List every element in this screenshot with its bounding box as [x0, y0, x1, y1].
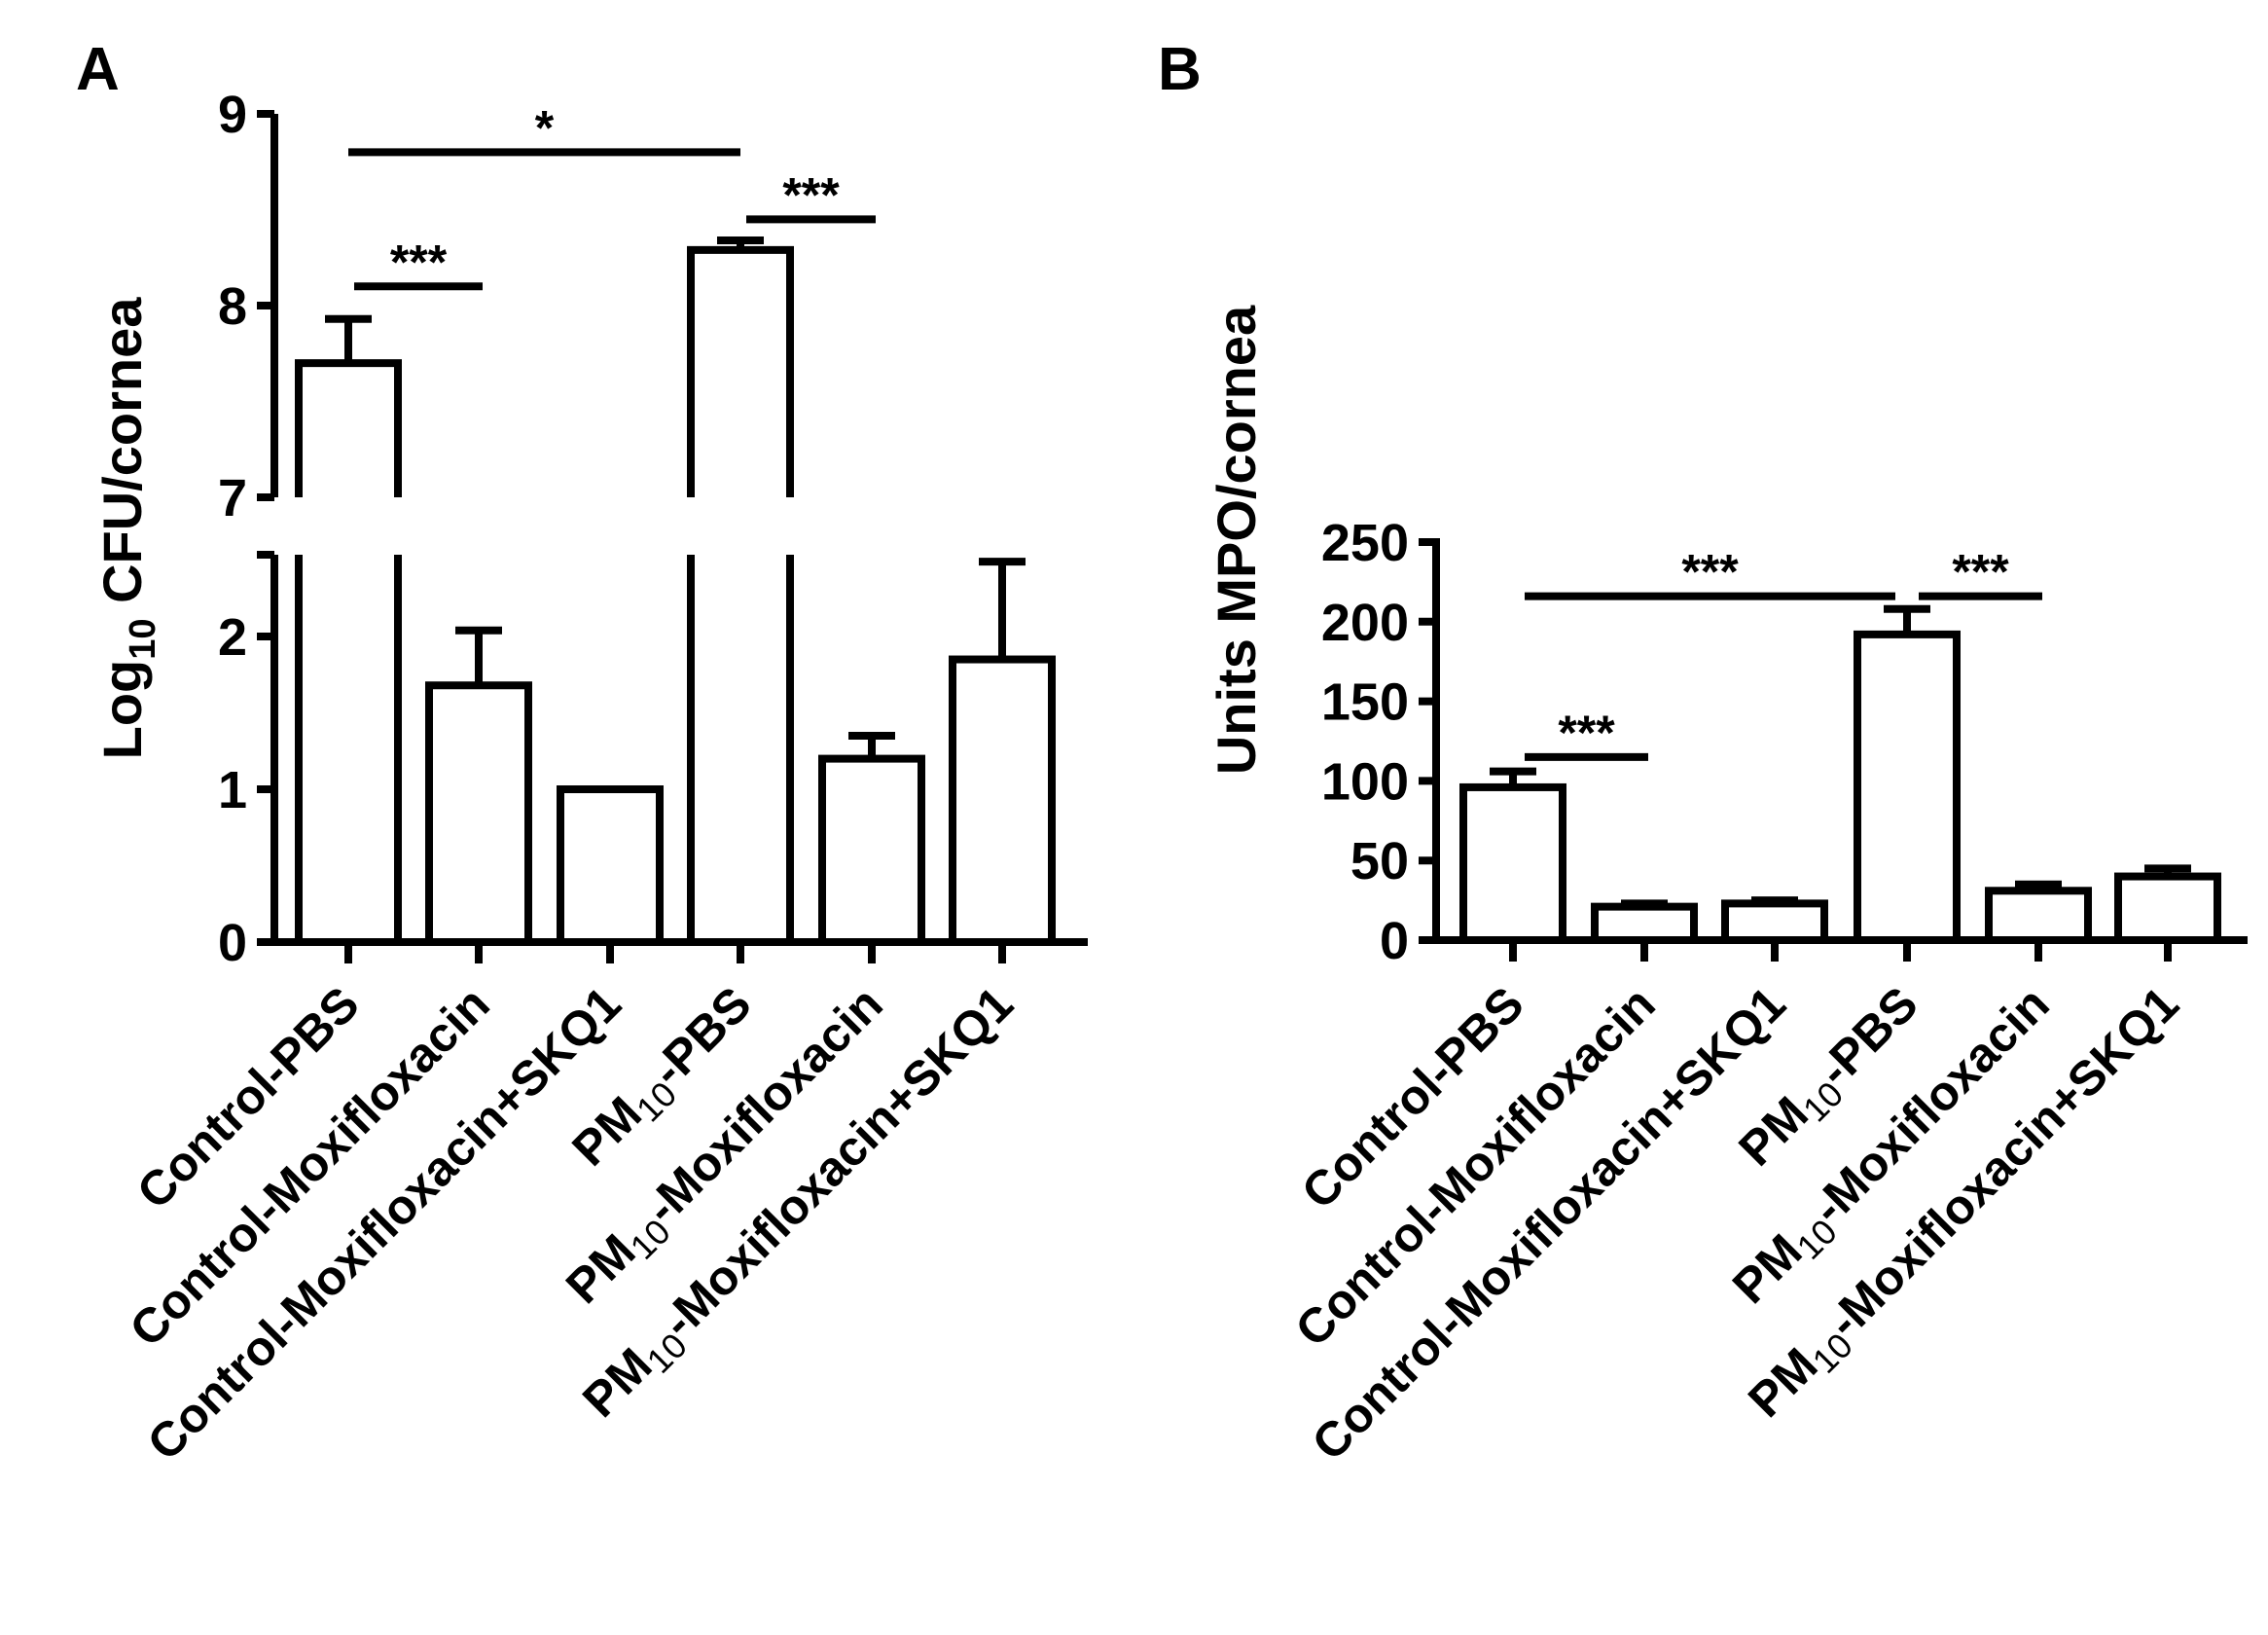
significance-label-2: *** [782, 167, 840, 222]
y-tick-label-upper-0: 7 [218, 469, 247, 527]
bar-3 [1854, 630, 1961, 944]
bar-4 [1985, 887, 2092, 944]
panel-b-label: B [1158, 36, 1202, 103]
panel-a-label: A [76, 36, 120, 103]
bar-4 [818, 754, 925, 946]
chart-a: 0 1 2 7 8 9 Log10 CFU/cornea Control-PBSControl… [91, 86, 1088, 1471]
bar-5 [2114, 872, 2221, 944]
x-tick-label-0: Control-PBS [1291, 976, 1534, 1219]
x-tick-label-0: Control-PBS [126, 976, 370, 1219]
significance-label-0: *** [390, 235, 448, 289]
x-tick-label-2: Control-Moxifloxacin+SKQ1 [137, 976, 631, 1471]
chart-b: 0 50 100 150 200 250 Units MPO/cornea Control-P… [1206, 305, 2248, 1471]
y-tick-label-upper-2: 9 [218, 86, 247, 144]
bar-0 [1459, 782, 1566, 944]
bar-3 [687, 555, 794, 942]
bar-1 [425, 681, 532, 946]
bar-2 [1721, 899, 1828, 945]
y-axis-title: Units MPO/cornea [1206, 305, 1267, 775]
bar-0 [295, 555, 402, 942]
significance-label-1: *** [1681, 545, 1739, 600]
y-tick-label-lower-2: 2 [218, 608, 247, 667]
bar-1 [1591, 902, 1698, 944]
y-tick-label-1: 50 [1350, 832, 1409, 890]
y-tick-label-4: 200 [1321, 594, 1409, 652]
y-tick-label-3: 150 [1321, 673, 1409, 732]
y-tick-label-5: 250 [1321, 514, 1409, 572]
bar-upper-3 [687, 245, 794, 497]
y-tick-label-0: 0 [1380, 912, 1409, 970]
bar-upper-0 [295, 359, 402, 497]
significance-label-0: *** [1558, 706, 1615, 760]
significance-label-2: *** [1952, 545, 2009, 600]
bar-2 [557, 785, 664, 946]
y-axis-title: Log10 CFU/cornea [91, 297, 163, 760]
significance-label-1: * [535, 100, 555, 155]
y-tick-label-lower-0: 0 [218, 914, 247, 972]
y-tick-label-lower-1: 1 [218, 761, 247, 819]
bar-5 [949, 655, 1056, 946]
y-tick-label-2: 100 [1321, 752, 1409, 811]
y-tick-label-upper-1: 8 [218, 277, 247, 336]
x-tick-label-2: Control-Moxifloxacin+SKQ1 [1302, 976, 1796, 1471]
